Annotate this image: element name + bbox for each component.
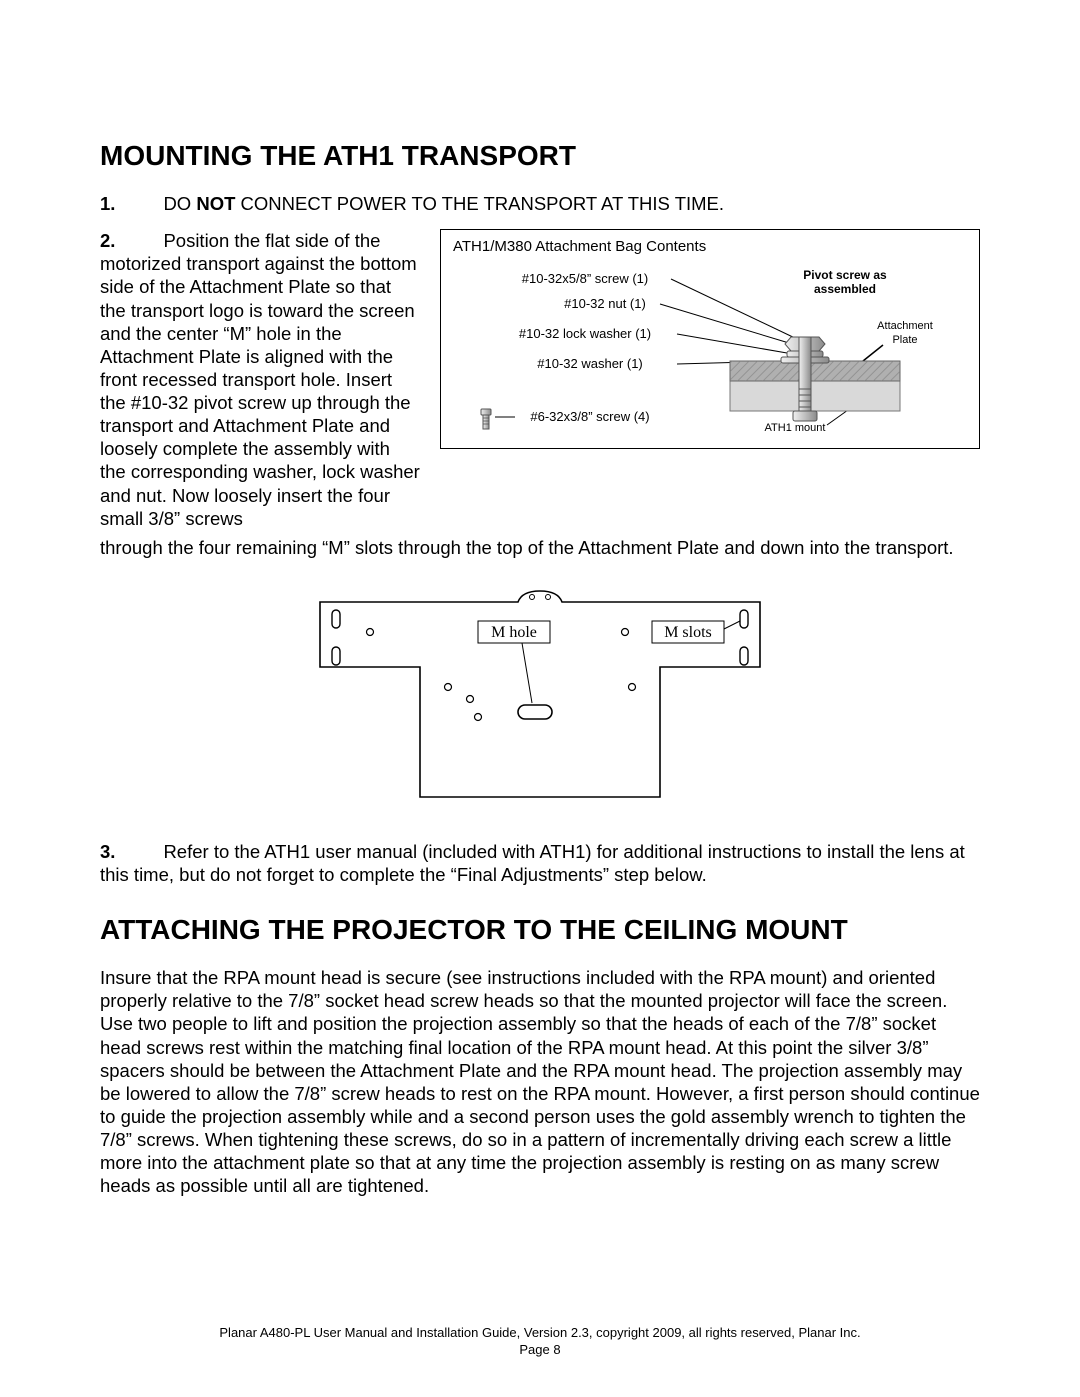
bag-svg: #10-32x5/8” screw (1) #10-32 nut (1) #10… xyxy=(453,261,967,441)
footer-line2: Page 8 xyxy=(0,1342,1080,1359)
lbl-pivot2: assembled xyxy=(814,282,876,296)
step-2-textcol: 2.Position the flat side of the motorize… xyxy=(100,229,420,530)
step-1: 1. DO NOT CONNECT POWER TO THE TRANSPORT … xyxy=(100,192,980,215)
lbl-screw-6-32-38: #6-32x3/8” screw (4) xyxy=(530,409,649,424)
lbl-lockwasher-10-32: #10-32 lock washer (1) xyxy=(519,326,651,341)
svg-text:M slots: M slots xyxy=(664,624,712,641)
step-2-text: Position the flat side of the motorized … xyxy=(100,230,420,529)
step-3-text: Refer to the ATH1 user manual (included … xyxy=(100,841,965,885)
attaching-paragraph: Insure that the RPA mount head is secure… xyxy=(100,966,980,1197)
step-1-post: CONNECT POWER TO THE TRANSPORT AT THIS T… xyxy=(235,193,724,214)
ath1-mount-rect xyxy=(730,381,900,411)
lbl-attachplate2: Plate xyxy=(892,334,917,346)
step-1-num: 1. xyxy=(100,193,115,214)
bag-title: ATH1/M380 Attachment Bag Contents xyxy=(453,238,967,255)
step-3-num: 3. xyxy=(100,841,115,862)
heading-attaching: ATTACHING THE PROJECTOR TO THE CEILING M… xyxy=(100,914,980,946)
attachment-bag-diagram: ATH1/M380 Attachment Bag Contents # xyxy=(440,229,980,449)
lbl-ath1mount: ATH1 mount xyxy=(765,422,826,434)
lbl-washer-10-32: #10-32 washer (1) xyxy=(537,356,643,371)
step-2-num: 2. xyxy=(100,230,115,251)
step-1-pre: DO xyxy=(163,193,196,214)
lbl-nut-10-32: #10-32 nut (1) xyxy=(564,296,646,311)
lbl-attachplate1: Attachment xyxy=(877,320,933,332)
footer-line1: Planar A480-PL User Manual and Installat… xyxy=(0,1325,1080,1342)
svg-text:M hole: M hole xyxy=(491,624,537,641)
step-1-not: NOT xyxy=(196,193,235,214)
heading-mounting: MOUNTING THE ATH1 TRANSPORT xyxy=(100,140,980,172)
lbl-screw-10-32-58: #10-32x5/8” screw (1) xyxy=(522,271,648,286)
lbl-pivot1: Pivot screw as xyxy=(803,268,887,282)
step-2-row: 2.Position the flat side of the motorize… xyxy=(100,229,980,530)
page-footer: Planar A480-PL User Manual and Installat… xyxy=(0,1325,1080,1359)
step-3: 3.Refer to the ATH1 user manual (include… xyxy=(100,840,980,886)
attachment-plate-diagram: M hole M slots xyxy=(100,577,980,812)
page: MOUNTING THE ATH1 TRANSPORT 1. DO NOT CON… xyxy=(0,0,1080,1397)
step-2-after: through the four remaining “M” slots thr… xyxy=(100,536,980,559)
plate-svg: M hole M slots xyxy=(260,577,820,807)
small-screw-icon xyxy=(481,409,491,429)
